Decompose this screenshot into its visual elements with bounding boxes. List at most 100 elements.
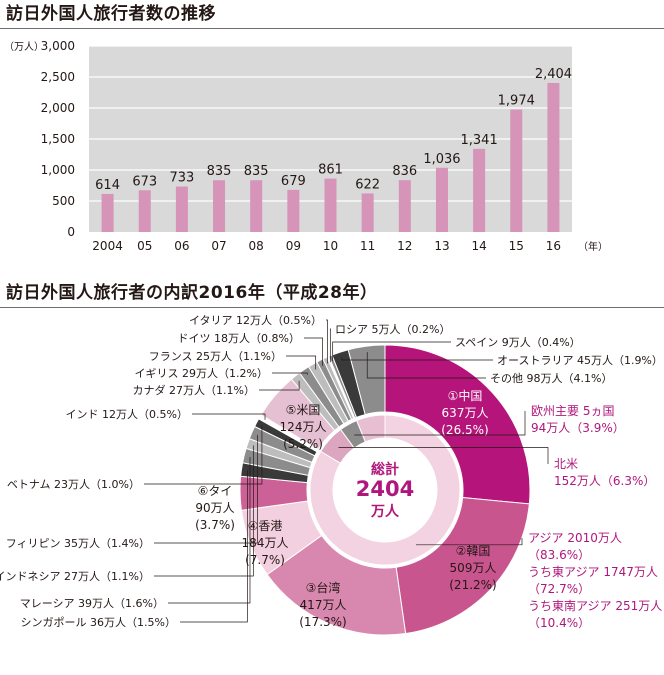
slice-label-spain: スペイン 9万人（0.4%） [455, 336, 581, 349]
x-tick-label: 10 [323, 239, 338, 253]
slice-label-thai: (3.7%) [195, 518, 235, 532]
slice-label-thai: 90万人 [195, 501, 234, 515]
bar [473, 148, 486, 232]
bar-value-label: 679 [281, 174, 306, 189]
slice-label-russia: ロシア 5万人（0.2%） [335, 323, 450, 336]
y-tick-label: 1,000 [41, 163, 75, 177]
bar [101, 193, 114, 232]
bar-value-label: 1,341 [461, 133, 498, 148]
slice-label-germany: ドイツ 18万人（0.8%） [178, 332, 300, 345]
slice-label-indonesia: インドネシア 27万人（1.1%） [0, 570, 150, 583]
slice-label-canada: カナダ 27万人（1.1%） [133, 383, 255, 397]
bar [138, 190, 151, 232]
bar-value-label: 733 [169, 171, 194, 186]
pie-slice-china [384, 344, 531, 505]
pie-chart-title: 訪日外国人旅行者の内訳2016年（平成28年） [6, 283, 378, 303]
x-tick-label: 12 [397, 239, 412, 253]
slice-label-korea: (21.2%) [449, 578, 496, 592]
total-unit: 万人 [370, 503, 400, 520]
slice-label-china: ①中国 [448, 388, 483, 403]
x-tick-label: 15 [509, 239, 524, 253]
leader-line [366, 352, 486, 379]
y-tick-label: 3,000 [41, 39, 75, 53]
x-tick-label: 09 [286, 239, 301, 253]
leader-line [168, 456, 251, 604]
bar [213, 180, 226, 232]
group-label-asia: うち東アジア 1747万人 [528, 565, 658, 579]
group-label-europe: 欧州主要 5ヵ国 [531, 404, 614, 418]
leader-line [329, 328, 331, 363]
slice-label-us: 124万人 [280, 420, 327, 434]
group-label-asia: うち東南アジア 251万人 [528, 598, 662, 613]
slice-label-thai: ⑥タイ [198, 484, 233, 498]
bar [250, 180, 263, 232]
bar [175, 186, 188, 232]
bar-value-label: 622 [355, 177, 380, 192]
y-tick-label: 500 [52, 194, 75, 208]
x-tick-label: 2004 [92, 239, 123, 253]
x-tick-label: 16 [546, 239, 561, 253]
bar [435, 167, 448, 232]
bar [361, 193, 374, 232]
leader-line [154, 434, 258, 544]
bar [547, 82, 560, 232]
slice-label-france: フランス 25万人（1.1%） [149, 350, 282, 363]
slice-label-hongkong: (7.7%) [245, 553, 285, 567]
slice-label-other: その他 98万人（4.1%） [490, 372, 612, 385]
slice-label-australia: オーストラリア 45万人（1.9%） [497, 354, 663, 367]
total-value: 2404 [356, 477, 414, 501]
x-tick-label: 11 [360, 239, 375, 253]
y-axis-unit: （万人） [4, 41, 44, 53]
bar [398, 180, 411, 232]
slice-label-china: 637万人 [442, 406, 489, 420]
slice-label-taiwan: (17.3%) [299, 615, 346, 629]
title-rule [0, 28, 664, 29]
leader-line [286, 355, 317, 370]
group-leader-line [416, 538, 523, 546]
bar-value-label: 1,036 [423, 152, 460, 167]
slice-label-uk: イギリス 29万人（1.2%） [135, 367, 268, 380]
x-tick-label: 07 [211, 239, 226, 253]
y-tick-label: 1,500 [41, 132, 75, 146]
leader-line [332, 341, 451, 362]
total-label: 総計 [371, 461, 399, 478]
group-label-asia: （72.7%） [528, 582, 590, 596]
inner-slice-asia [309, 414, 461, 566]
group-label-asia: （83.6%） [528, 548, 590, 562]
bar-value-label: 836 [392, 164, 417, 179]
group-leader-line [338, 447, 549, 464]
slice-label-us: (5.2%) [283, 437, 323, 451]
bar-chart-title: 訪日外国人旅行者数の推移 [6, 4, 216, 24]
bar-value-label: 861 [318, 163, 343, 178]
bar [324, 178, 337, 232]
leader-line [259, 380, 300, 391]
leader-line [192, 413, 266, 420]
group-label-north_america: 北米 [554, 457, 578, 471]
slice-label-vietnam: ベトナム 23万人（1.0%） [7, 478, 140, 491]
leader-line [272, 372, 308, 375]
x-tick-label: 05 [137, 239, 152, 253]
slice-label-singapore: シンガポール 36万人（1.5%） [21, 616, 176, 629]
slice-label-china: (26.5%) [441, 423, 488, 437]
leader-line [180, 470, 248, 623]
x-tick-label: 14 [471, 239, 486, 253]
bar-value-label: 835 [207, 164, 232, 179]
group-label-europe: 94万人（3.9%） [531, 421, 625, 435]
x-tick-label: 06 [174, 239, 189, 253]
slice-label-korea: 509万人 [450, 561, 497, 575]
group-label-asia: （10.4%） [528, 616, 590, 630]
leader-line [326, 319, 328, 364]
y-tick-label: 0 [67, 225, 75, 239]
slice-label-hongkong: ④香港 [248, 519, 283, 533]
y-tick-label: 2,000 [41, 101, 75, 115]
group-label-north_america: 152万人（6.3%） [554, 474, 655, 488]
pie-center [334, 439, 436, 541]
slice-label-us: ⑤米国 [286, 403, 321, 417]
leader-line [304, 337, 323, 366]
leader-line [144, 425, 263, 485]
x-tick-label: 13 [434, 239, 449, 253]
slice-label-italy: イタリア 12万人（0.5%） [189, 314, 322, 327]
bar [287, 189, 300, 232]
bar-chart: 0 500 1,000 1,500 2,000 2,500 3,000（万人） 614 2004… [4, 39, 608, 253]
x-axis-unit: （年） [578, 240, 608, 253]
